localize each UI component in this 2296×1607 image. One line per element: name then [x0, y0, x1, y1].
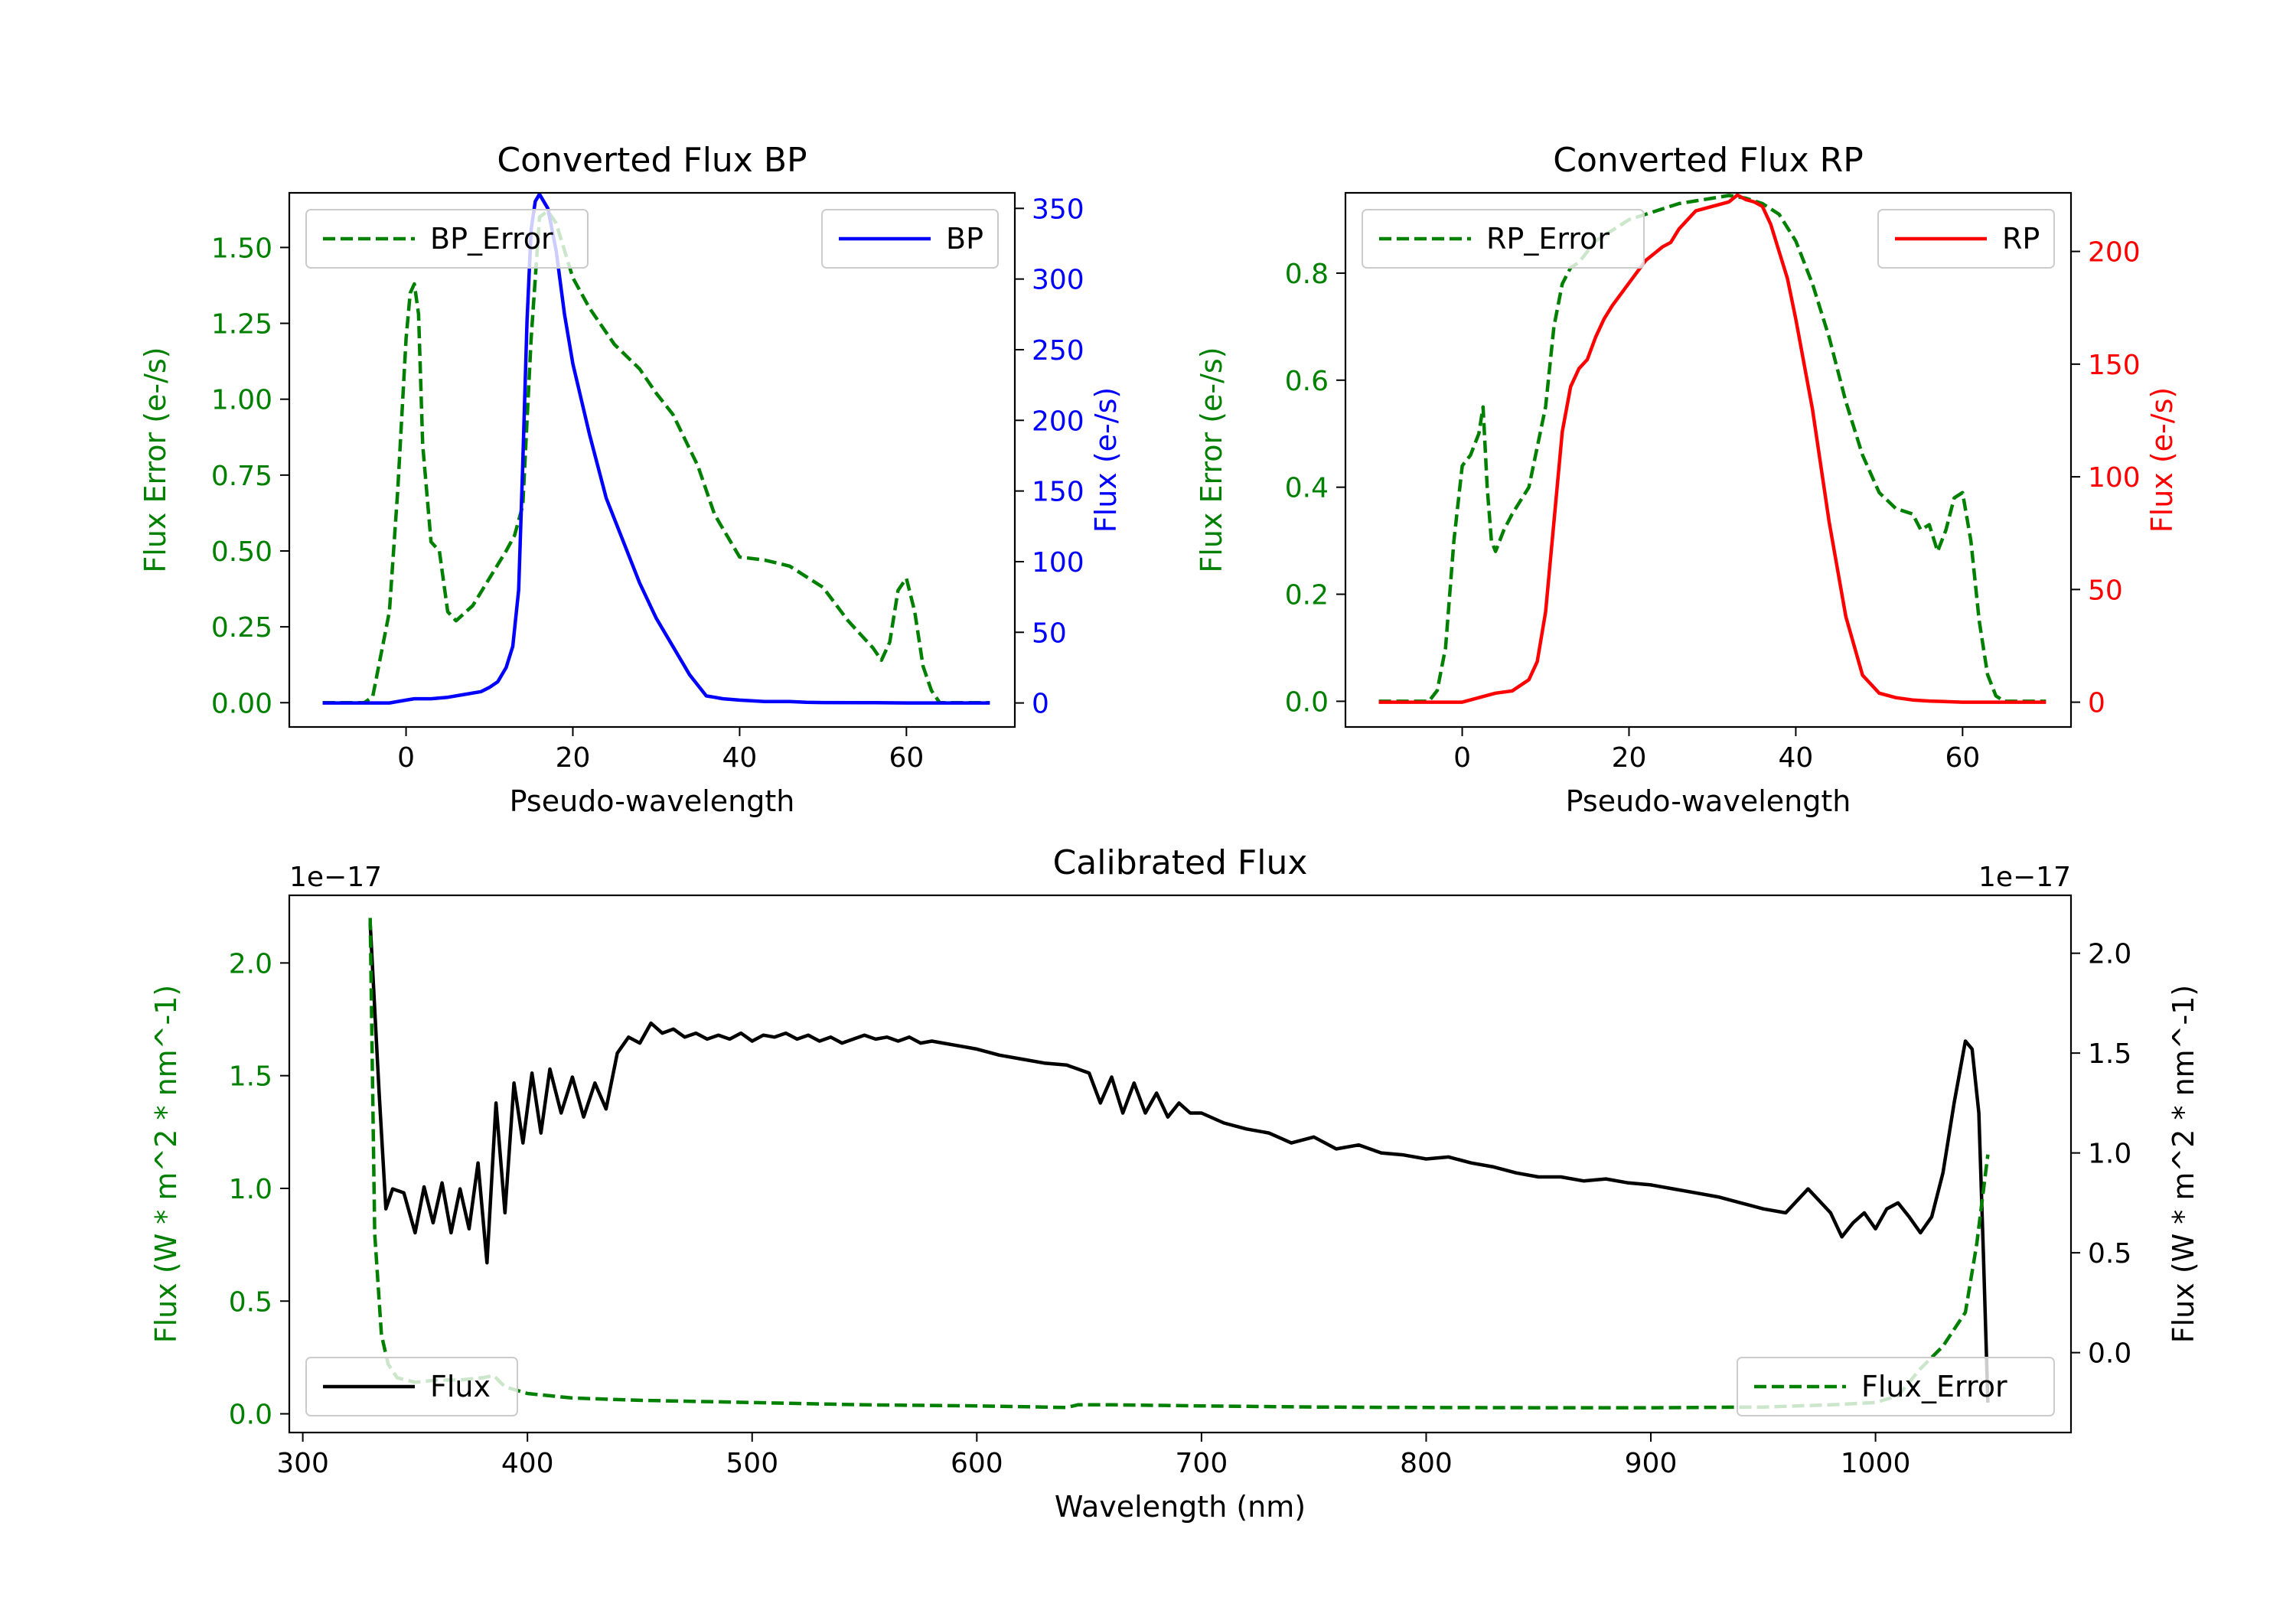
chart-title: Calibrated Flux [1053, 843, 1308, 882]
legend-flux: Flux [305, 1357, 518, 1416]
y-left-tick-label: 0.5 [229, 1286, 272, 1318]
x-axis-label: Pseudo-wavelength [1566, 784, 1851, 818]
y-right-tick-label: 350 [1032, 194, 1084, 225]
x-tick-label: 300 [276, 1448, 329, 1479]
x-tick-label: 0 [397, 742, 415, 774]
y-left-axis-label: Flux (W * m^2 * nm^-1) [149, 985, 183, 1343]
y-left-tick-label: 2.0 [229, 948, 272, 980]
legend-label: Flux [430, 1370, 491, 1403]
y-left-tick-label: 1.50 [211, 233, 272, 264]
x-tick-label: 900 [1625, 1448, 1678, 1479]
legend-label: RP_Error [1486, 222, 1609, 256]
y-left-offset-label: 1e−17 [289, 862, 382, 893]
x-tick-label: 400 [501, 1448, 554, 1479]
y-left-tick-label: 0.75 [211, 461, 272, 492]
series-line-bp-error [322, 209, 990, 705]
legend-box [1362, 209, 1645, 269]
y-left-axis-label: Flux Error (e-/s) [139, 347, 172, 572]
y-right-tick-label: 50 [2088, 575, 2123, 606]
x-tick-label: 600 [951, 1448, 1003, 1479]
y-left-tick-label: 0.8 [1285, 259, 1329, 290]
x-tick-label: 40 [722, 742, 758, 774]
y-right-tick-label: 200 [1032, 406, 1084, 437]
legend-box [305, 209, 589, 269]
x-tick-label: 40 [1779, 742, 1814, 774]
y-left-axis-label: Flux Error (e-/s) [1195, 347, 1228, 572]
y-right-tick-label: 300 [1032, 265, 1084, 296]
x-tick-label: 500 [726, 1448, 778, 1479]
legend-rp: RP [1877, 209, 2055, 269]
x-tick-label: 60 [1945, 742, 1980, 774]
y-left-tick-label: 0.0 [229, 1400, 272, 1431]
legend-label: RP [2002, 222, 2040, 256]
chart-title: Converted Flux BP [497, 141, 807, 180]
y-right-axis-label: Flux (e-/s) [1089, 387, 1123, 533]
y-left-tick-label: 0.00 [211, 688, 272, 719]
y-left-tick-label: 1.25 [211, 309, 272, 341]
axes-frame [1344, 191, 2073, 729]
legend-label: BP [946, 222, 983, 256]
y-left-tick-label: 0.2 [1285, 580, 1329, 611]
series-line-bp [322, 193, 990, 705]
legend-bp-error: BP_Error [305, 209, 589, 269]
chart-title: Converted Flux RP [1553, 141, 1864, 180]
y-right-tick-label: 100 [1032, 547, 1084, 579]
x-tick-label: 1000 [1841, 1448, 1911, 1479]
axes-frame [288, 191, 1016, 729]
x-tick-label: 0 [1453, 742, 1471, 774]
x-axis-label: Wavelength (nm) [1055, 1490, 1306, 1524]
x-axis-label: Pseudo-wavelength [510, 784, 795, 818]
y-right-tick-label: 1.5 [2088, 1038, 2131, 1070]
y-right-tick-label: 0 [2088, 688, 2105, 719]
y-right-tick-label: 150 [2088, 350, 2141, 381]
y-right-tick-label: 100 [2088, 462, 2141, 494]
y-left-tick-label: 1.5 [229, 1061, 272, 1093]
series-line-flux [368, 923, 1990, 1403]
x-tick-label: 20 [1612, 742, 1647, 774]
y-left-tick-label: 0.50 [211, 536, 272, 568]
y-right-tick-label: 0.5 [2088, 1238, 2131, 1270]
y-right-tick-label: 2.0 [2088, 939, 2131, 970]
series-line-rp [1378, 193, 2047, 704]
y-right-tick-label: 200 [2088, 237, 2141, 269]
y-right-tick-label: 0 [1032, 689, 1049, 720]
y-left-tick-label: 1.0 [229, 1174, 272, 1205]
legend-label: Flux_Error [1861, 1370, 2007, 1403]
x-tick-label: 20 [556, 742, 591, 774]
x-tick-label: 700 [1176, 1448, 1228, 1479]
x-tick-label: 60 [889, 742, 924, 774]
y-right-offset-label: 1e−17 [1978, 862, 2071, 893]
y-right-tick-label: 0.0 [2088, 1338, 2131, 1370]
series-line-rp-error [1378, 194, 2047, 703]
legend-rp-error: RP_Error [1362, 209, 1645, 269]
axes-frame [288, 894, 2073, 1434]
chart-panel-3: Calibrated Flux 300 400 500 600 700 800 900 1000… [149, 843, 2200, 1524]
y-right-tick-label: 150 [1032, 477, 1084, 508]
legend-box [1737, 1357, 2055, 1416]
legend-bp: BP [821, 209, 999, 269]
y-left-tick-label: 0.6 [1285, 366, 1329, 397]
x-tick-label: 800 [1400, 1448, 1453, 1479]
y-left-tick-label: 0.4 [1285, 473, 1329, 504]
y-left-tick-label: 0.25 [211, 612, 272, 644]
series-line-flux-error [368, 918, 1990, 1410]
chart-panel-2: Converted Flux RP 0 20 40 60 Pseudo-wavelengt… [1195, 141, 2179, 818]
y-right-axis-label: Flux (e-/s) [2145, 387, 2179, 533]
y-right-axis-label: Flux (W * m^2 * nm^-1) [2167, 985, 2200, 1343]
legend-flux-error: Flux_Error [1737, 1357, 2055, 1416]
y-right-tick-label: 1.0 [2088, 1139, 2131, 1170]
y-right-tick-label: 50 [1032, 618, 1067, 649]
y-right-tick-label: 250 [1032, 335, 1084, 367]
legend-label: BP_Error [430, 222, 553, 256]
y-left-tick-label: 1.00 [211, 385, 272, 416]
y-left-tick-label: 0.0 [1285, 686, 1329, 718]
chart-panel-1: Converted Flux BP 0 20 40 60 Pseudo-wavelengt… [139, 141, 1123, 818]
